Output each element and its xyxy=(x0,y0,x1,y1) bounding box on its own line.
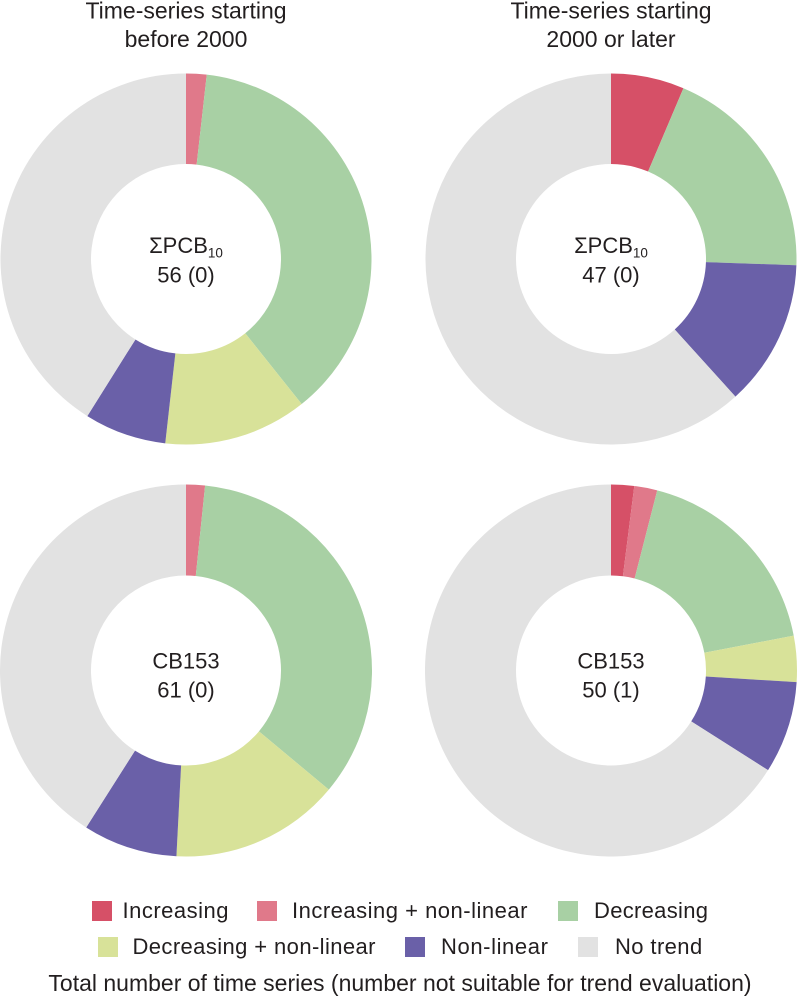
svg-text:Increasing + non-linear: Increasing + non-linear xyxy=(292,898,528,923)
svg-text:ΣPCB10: ΣPCB10 xyxy=(149,233,223,261)
svg-text:CB153: CB153 xyxy=(152,649,219,674)
svg-text:Time-series starting: Time-series starting xyxy=(510,0,711,24)
svg-text:61 (0): 61 (0) xyxy=(157,678,214,703)
svg-text:before 2000: before 2000 xyxy=(125,26,248,52)
svg-text:Decreasing + non-linear: Decreasing + non-linear xyxy=(133,934,376,959)
svg-text:47 (0): 47 (0) xyxy=(582,263,639,288)
svg-text:Time-series starting: Time-series starting xyxy=(85,0,286,24)
svg-text:56 (0): 56 (0) xyxy=(157,263,214,288)
svg-text:No trend: No trend xyxy=(615,934,703,959)
svg-text:Decreasing: Decreasing xyxy=(594,898,708,923)
svg-text:ΣPCB10: ΣPCB10 xyxy=(574,233,648,261)
svg-text:Non-linear: Non-linear xyxy=(441,934,549,959)
svg-text:50 (1): 50 (1) xyxy=(582,678,639,703)
svg-text:2000 or later: 2000 or later xyxy=(546,26,675,52)
svg-text:Total number of time series (n: Total number of time series (number not … xyxy=(48,970,751,996)
svg-text:Increasing: Increasing xyxy=(123,898,230,923)
svg-text:CB153: CB153 xyxy=(577,649,644,674)
